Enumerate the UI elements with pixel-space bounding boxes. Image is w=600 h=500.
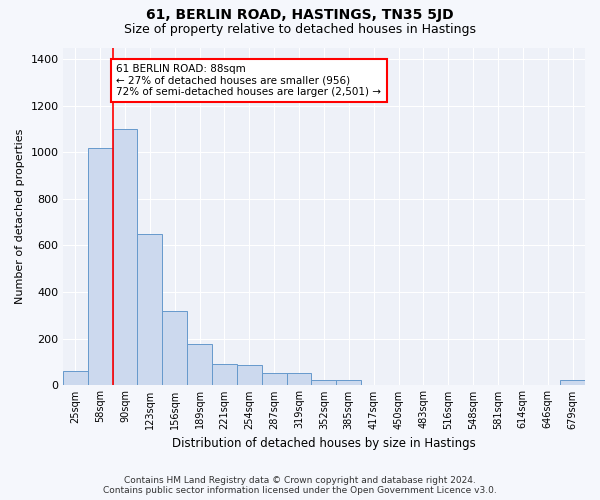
Y-axis label: Number of detached properties: Number of detached properties [15, 128, 25, 304]
Bar [311, 380, 337, 385]
Bar [237, 366, 262, 385]
Bar [113, 129, 137, 385]
Bar [137, 234, 163, 385]
Bar [337, 380, 361, 385]
Bar [88, 148, 113, 385]
Text: Contains HM Land Registry data © Crown copyright and database right 2024.
Contai: Contains HM Land Registry data © Crown c… [103, 476, 497, 495]
Bar [212, 364, 237, 385]
Text: 61 BERLIN ROAD: 88sqm
← 27% of detached houses are smaller (956)
72% of semi-det: 61 BERLIN ROAD: 88sqm ← 27% of detached … [116, 64, 382, 97]
Bar [560, 380, 585, 385]
Bar [63, 371, 88, 385]
X-axis label: Distribution of detached houses by size in Hastings: Distribution of detached houses by size … [172, 437, 476, 450]
Bar [187, 344, 212, 385]
Text: Size of property relative to detached houses in Hastings: Size of property relative to detached ho… [124, 22, 476, 36]
Bar [287, 374, 311, 385]
Bar [163, 310, 187, 385]
Bar [262, 374, 287, 385]
Text: 61, BERLIN ROAD, HASTINGS, TN35 5JD: 61, BERLIN ROAD, HASTINGS, TN35 5JD [146, 8, 454, 22]
